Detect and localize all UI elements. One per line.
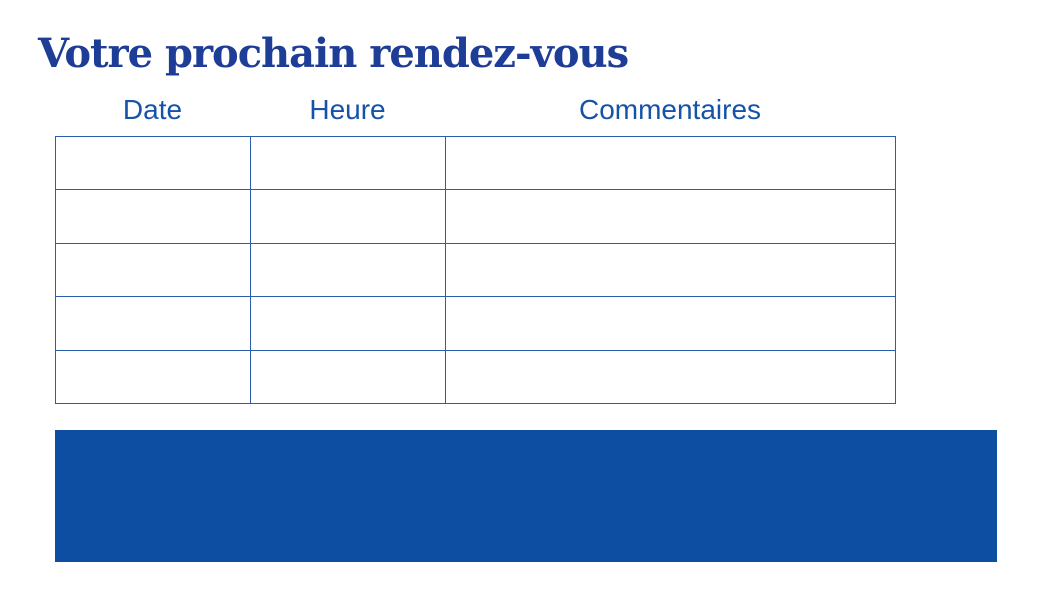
table-cell[interactable] [250,296,446,351]
table-row [55,135,896,191]
table-cell[interactable] [445,135,896,191]
column-header-heure: Heure [309,94,386,125]
table-cell[interactable] [55,349,251,405]
appointments-table-body [55,135,896,405]
table-cell[interactable] [55,296,251,351]
table-cell[interactable] [55,242,251,298]
table-cell[interactable] [55,189,251,244]
table-cell[interactable] [445,296,896,351]
table-cell[interactable] [445,242,896,298]
table-cell[interactable] [445,349,896,405]
table-row [55,189,896,244]
appointments-table [55,135,896,405]
table-column-headers: Date Heure Commentaires [55,94,895,126]
bottom-banner [55,430,997,562]
page-title: Votre prochain rendez-vous [38,30,629,77]
table-row [55,349,896,405]
table-cell[interactable] [250,189,446,244]
table-row [55,296,896,351]
table-cell[interactable] [250,135,446,191]
column-header-date: Date [122,94,183,125]
table-row [55,242,896,298]
table-cell[interactable] [445,189,896,244]
table-cell[interactable] [250,242,446,298]
column-header-commentaires: Commentaires [578,94,762,125]
table-cell[interactable] [55,135,251,191]
table-cell[interactable] [250,349,446,405]
